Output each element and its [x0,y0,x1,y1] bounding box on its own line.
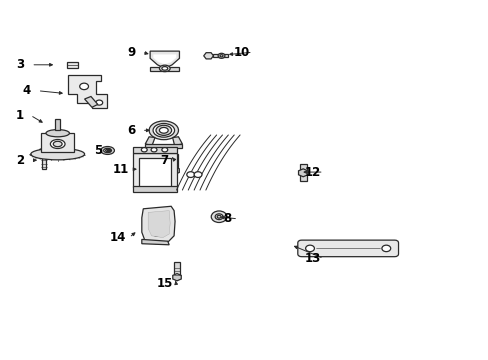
Text: 13: 13 [304,252,321,265]
Bar [133,153,176,187]
Text: 10: 10 [233,46,250,59]
Ellipse shape [218,53,224,58]
Circle shape [194,172,202,177]
Ellipse shape [101,147,114,154]
Polygon shape [298,169,307,177]
Circle shape [80,83,88,90]
Bar [66,62,78,68]
Text: 1: 1 [16,109,23,122]
Circle shape [305,245,314,252]
Bar [171,154,178,171]
Ellipse shape [159,127,168,133]
Polygon shape [145,137,155,145]
Bar [55,119,60,130]
Polygon shape [170,167,179,174]
Text: 5: 5 [94,144,102,157]
Text: 15: 15 [157,277,173,290]
Text: 11: 11 [113,163,129,176]
Polygon shape [84,96,98,107]
Polygon shape [68,75,106,108]
Text: 12: 12 [304,166,321,179]
Polygon shape [150,51,179,68]
Text: 3: 3 [17,58,24,71]
Circle shape [151,148,157,152]
Ellipse shape [46,130,69,137]
Polygon shape [142,206,175,244]
Circle shape [186,172,194,177]
Polygon shape [172,137,182,145]
Ellipse shape [220,55,223,57]
Bar [174,262,180,276]
Bar [42,155,46,169]
Polygon shape [142,239,169,245]
Circle shape [153,232,159,236]
Polygon shape [148,211,170,238]
Bar [133,147,176,153]
Circle shape [162,148,167,152]
Bar [139,158,170,187]
Text: 4: 4 [23,84,31,97]
Ellipse shape [103,148,111,153]
Text: 14: 14 [110,231,126,244]
Ellipse shape [153,123,174,137]
Circle shape [141,148,147,152]
Ellipse shape [149,121,178,140]
Text: 2: 2 [17,154,24,167]
Circle shape [381,245,390,252]
Circle shape [217,215,221,218]
FancyBboxPatch shape [297,240,398,257]
Circle shape [215,214,223,220]
Circle shape [153,214,159,218]
Bar [133,186,176,192]
Text: 6: 6 [127,124,135,137]
Text: 9: 9 [127,46,135,59]
Circle shape [211,211,226,222]
Text: 8: 8 [223,212,231,225]
Bar [41,133,74,152]
Polygon shape [172,274,181,281]
Polygon shape [203,53,213,59]
Ellipse shape [50,139,65,148]
Ellipse shape [156,125,171,135]
Polygon shape [40,148,48,155]
Circle shape [96,100,102,105]
Ellipse shape [105,149,109,152]
Bar [213,54,228,57]
Text: 7: 7 [160,154,167,167]
Ellipse shape [162,67,167,70]
Ellipse shape [159,65,170,72]
Bar [145,144,182,148]
Ellipse shape [53,141,62,147]
Polygon shape [153,55,176,64]
Bar [150,67,179,71]
Ellipse shape [31,148,84,160]
Bar [299,164,306,181]
